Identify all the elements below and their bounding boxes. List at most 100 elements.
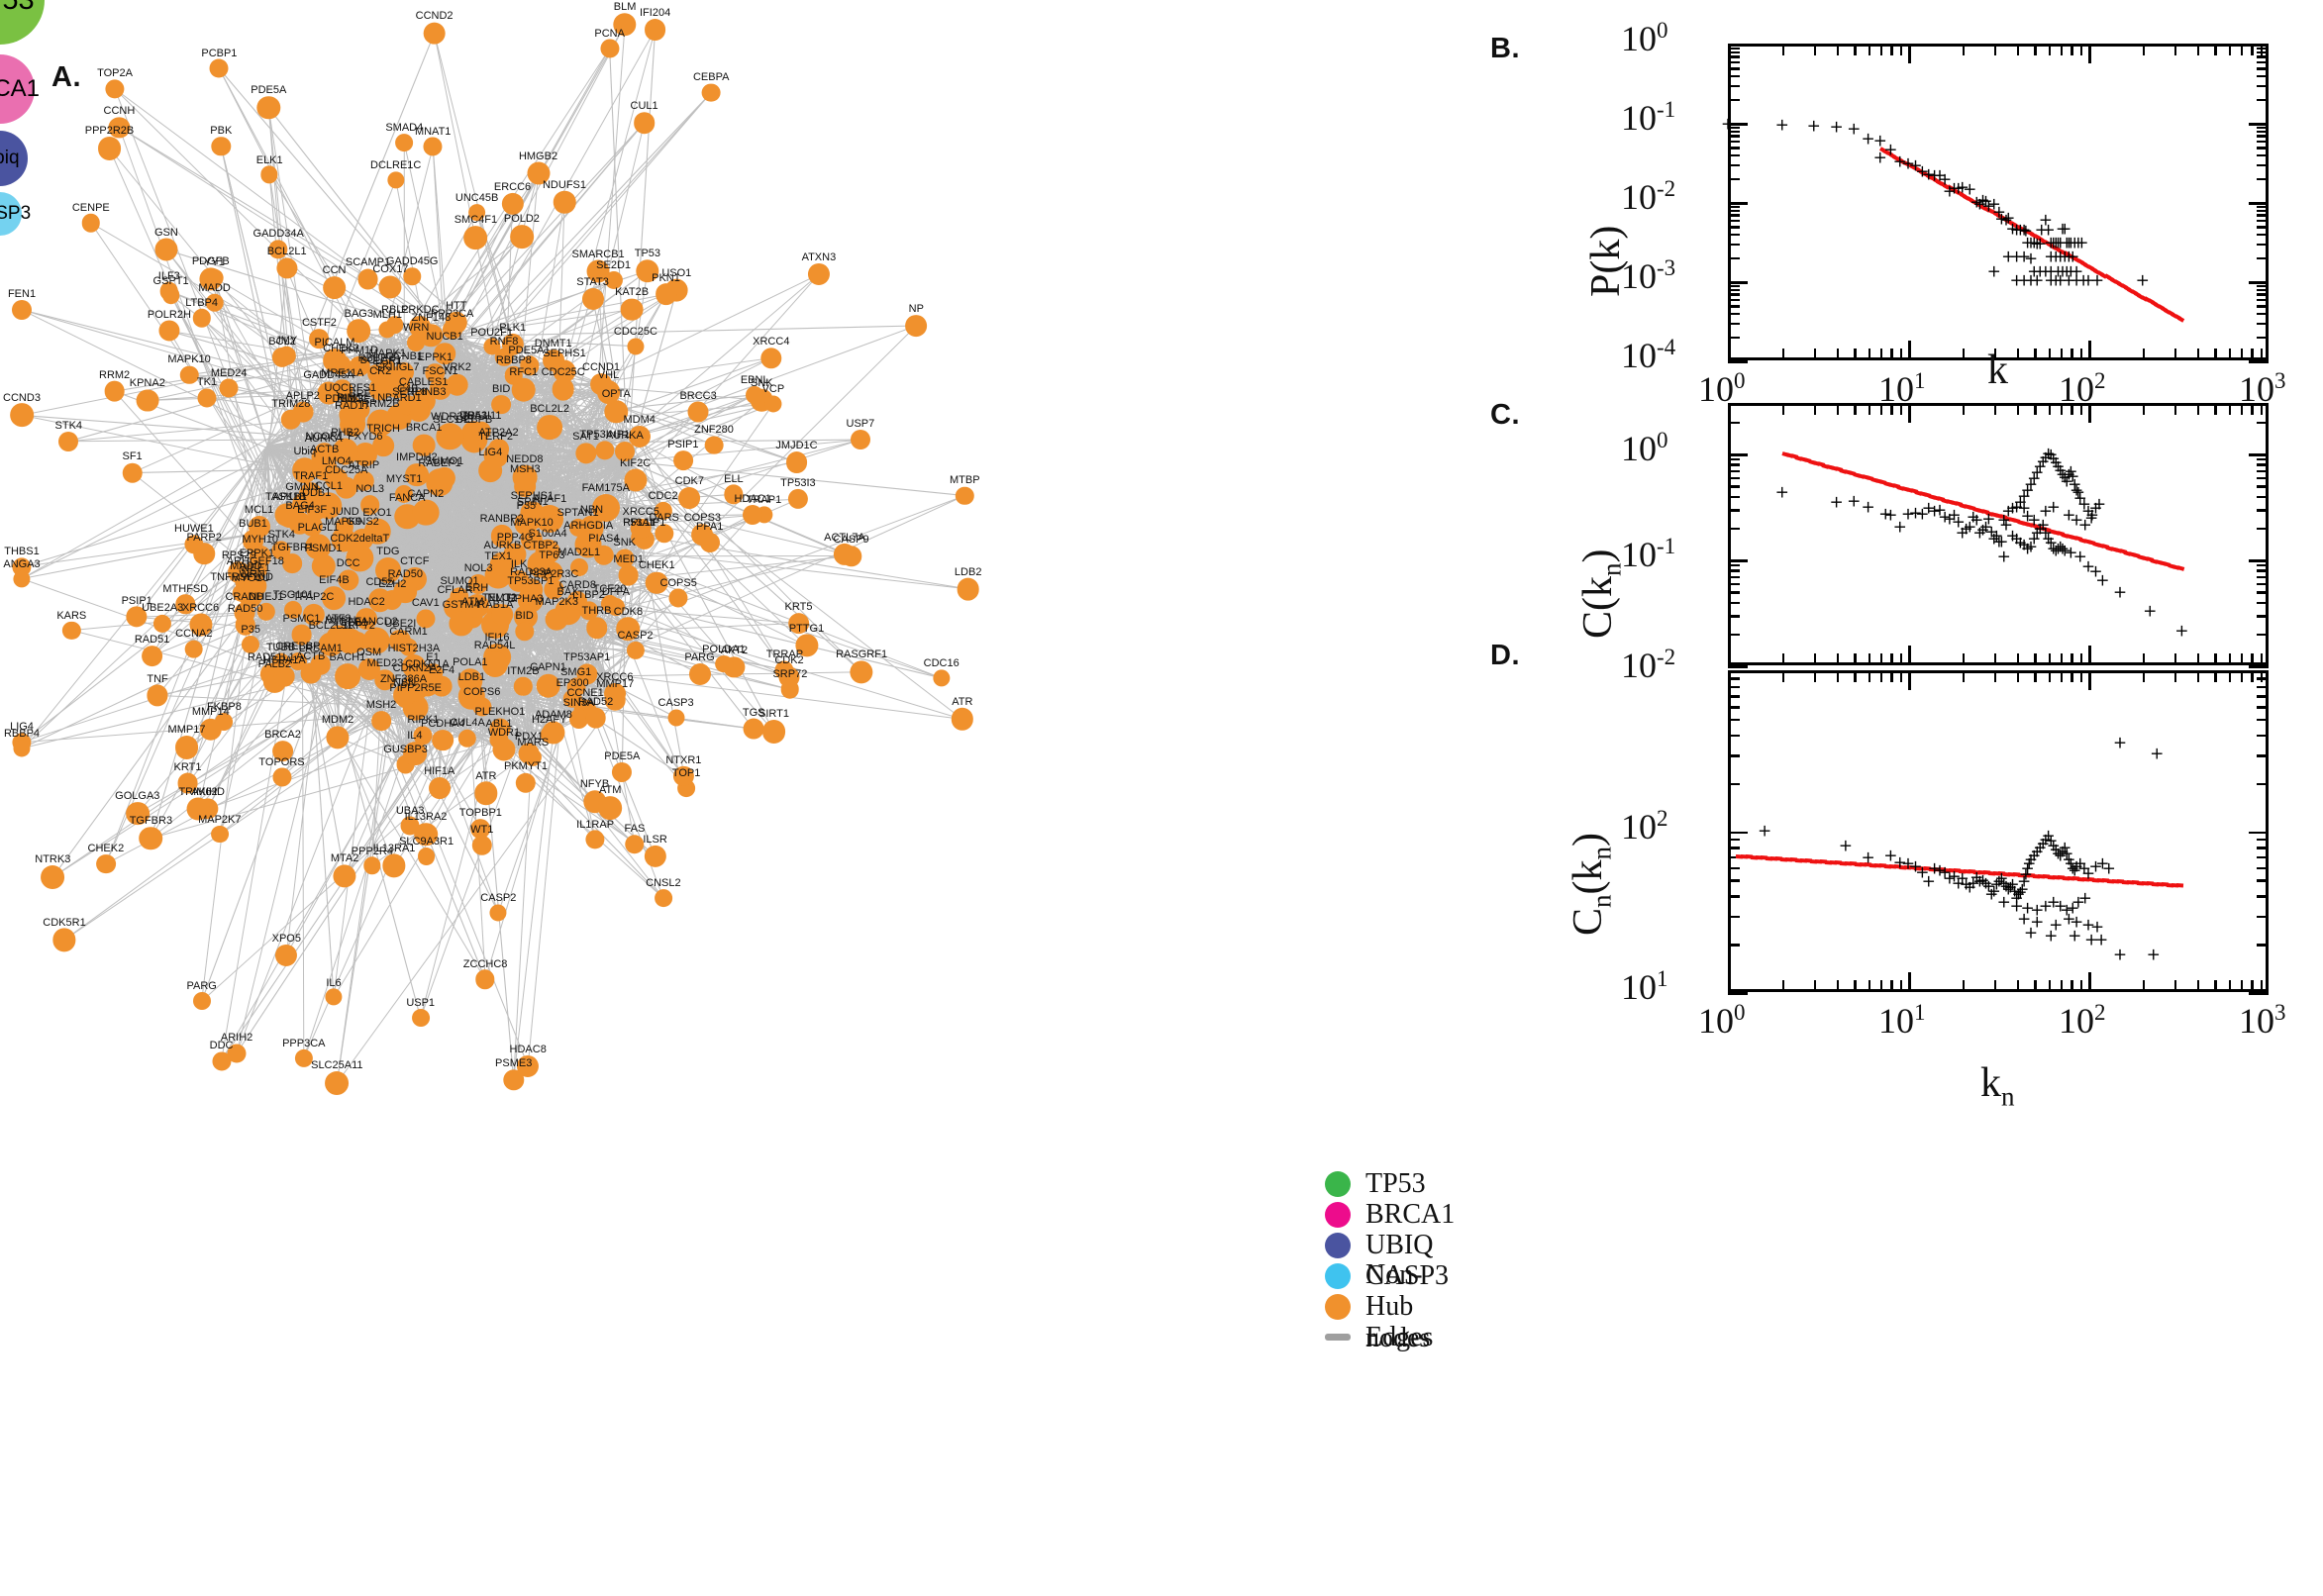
network-node[interactable]	[490, 525, 513, 548]
network-node[interactable]	[311, 553, 336, 579]
network-node[interactable]	[524, 748, 543, 766]
network-node[interactable]	[654, 501, 672, 520]
network-node[interactable]	[626, 641, 645, 660]
network-node[interactable]	[646, 571, 668, 594]
network-node[interactable]	[372, 435, 394, 457]
network-node[interactable]	[256, 96, 280, 120]
network-node[interactable]	[243, 573, 267, 598]
network-node[interactable]	[724, 484, 744, 504]
network-node[interactable]	[355, 607, 377, 630]
network-node[interactable]	[598, 796, 623, 821]
network-node[interactable]	[517, 1054, 540, 1077]
network-node[interactable]	[323, 349, 347, 372]
network-node[interactable]	[764, 395, 782, 413]
network-node[interactable]	[227, 1044, 247, 1062]
network-node[interactable]	[13, 569, 31, 588]
network-node[interactable]	[179, 365, 199, 384]
network-node[interactable]	[417, 847, 436, 865]
network-node[interactable]	[184, 640, 204, 659]
network-node[interactable]	[446, 373, 468, 396]
network-node[interactable]	[331, 527, 356, 552]
network-node[interactable]	[385, 316, 404, 334]
network-node[interactable]	[667, 709, 685, 726]
network-node[interactable]	[412, 434, 436, 456]
network-node[interactable]	[470, 818, 491, 839]
network-node[interactable]	[794, 634, 819, 657]
network-node[interactable]	[338, 569, 359, 591]
network-node[interactable]	[268, 240, 288, 259]
network-node[interactable]	[578, 601, 599, 621]
network-node[interactable]	[425, 362, 446, 383]
network-node[interactable]	[743, 504, 763, 525]
network-node[interactable]	[374, 668, 396, 691]
network-node[interactable]	[210, 825, 229, 844]
network-node[interactable]	[329, 626, 353, 649]
network-node[interactable]	[512, 464, 538, 490]
network-node[interactable]	[501, 192, 524, 215]
network-node[interactable]	[449, 611, 474, 637]
network-node[interactable]	[544, 579, 563, 600]
network-node[interactable]	[761, 719, 786, 744]
network-node[interactable]	[333, 863, 356, 888]
network-node[interactable]	[105, 79, 125, 99]
network-node[interactable]	[428, 777, 451, 800]
network-node[interactable]	[219, 378, 239, 398]
network-node[interactable]	[585, 617, 608, 639]
network-node[interactable]	[787, 612, 810, 635]
network-node[interactable]	[332, 438, 358, 465]
network-node[interactable]	[199, 267, 223, 291]
network-node[interactable]	[654, 889, 672, 907]
network-node[interactable]	[429, 376, 452, 400]
network-node[interactable]	[514, 512, 538, 536]
network-node[interactable]	[569, 557, 588, 576]
network-node[interactable]	[310, 654, 332, 675]
network-node[interactable]	[399, 638, 418, 657]
network-node[interactable]	[322, 586, 347, 611]
legend-item[interactable]: Edges	[1325, 1322, 1465, 1352]
network-node[interactable]	[956, 486, 974, 505]
network-node[interactable]	[471, 835, 492, 856]
network-node[interactable]	[701, 83, 721, 102]
network-node[interactable]	[108, 116, 130, 139]
network-node[interactable]	[271, 767, 292, 787]
legend-item[interactable]: UBIQ	[1325, 1230, 1465, 1260]
network-node[interactable]	[715, 654, 733, 673]
network-node[interactable]	[192, 992, 211, 1011]
network-node[interactable]	[590, 372, 612, 395]
network-node[interactable]	[154, 238, 178, 261]
network-node[interactable]	[433, 466, 455, 489]
network-node[interactable]	[501, 333, 524, 356]
network-node[interactable]	[474, 781, 498, 805]
network-node[interactable]	[687, 401, 709, 423]
network-node[interactable]	[58, 431, 79, 451]
network-node[interactable]	[363, 856, 381, 874]
network-node[interactable]	[242, 636, 260, 654]
network-node[interactable]	[490, 551, 515, 576]
network-node[interactable]	[414, 822, 438, 847]
network-node[interactable]	[628, 426, 651, 449]
hub-node-casp3[interactable]: CASP3	[0, 192, 31, 236]
network-node[interactable]	[743, 718, 764, 740]
network-node[interactable]	[450, 587, 469, 607]
legend-item[interactable]: BRCA1	[1325, 1199, 1465, 1230]
network-node[interactable]	[158, 320, 180, 342]
network-node[interactable]	[199, 718, 223, 741]
network-node[interactable]	[630, 518, 652, 539]
network-node[interactable]	[274, 666, 295, 687]
network-node[interactable]	[175, 594, 195, 615]
network-node[interactable]	[553, 191, 576, 214]
network-node[interactable]	[673, 766, 694, 787]
network-node[interactable]	[472, 697, 492, 717]
network-node[interactable]	[562, 689, 582, 708]
network-node[interactable]	[276, 347, 296, 365]
network-node[interactable]	[833, 543, 856, 565]
network-node[interactable]	[395, 689, 414, 708]
network-node[interactable]	[174, 736, 199, 760]
network-node[interactable]	[678, 486, 701, 509]
network-node[interactable]	[688, 663, 711, 685]
network-node[interactable]	[177, 772, 198, 794]
network-node[interactable]	[228, 560, 251, 583]
network-node[interactable]	[412, 499, 440, 527]
network-node[interactable]	[542, 720, 565, 745]
network-node[interactable]	[147, 684, 168, 706]
